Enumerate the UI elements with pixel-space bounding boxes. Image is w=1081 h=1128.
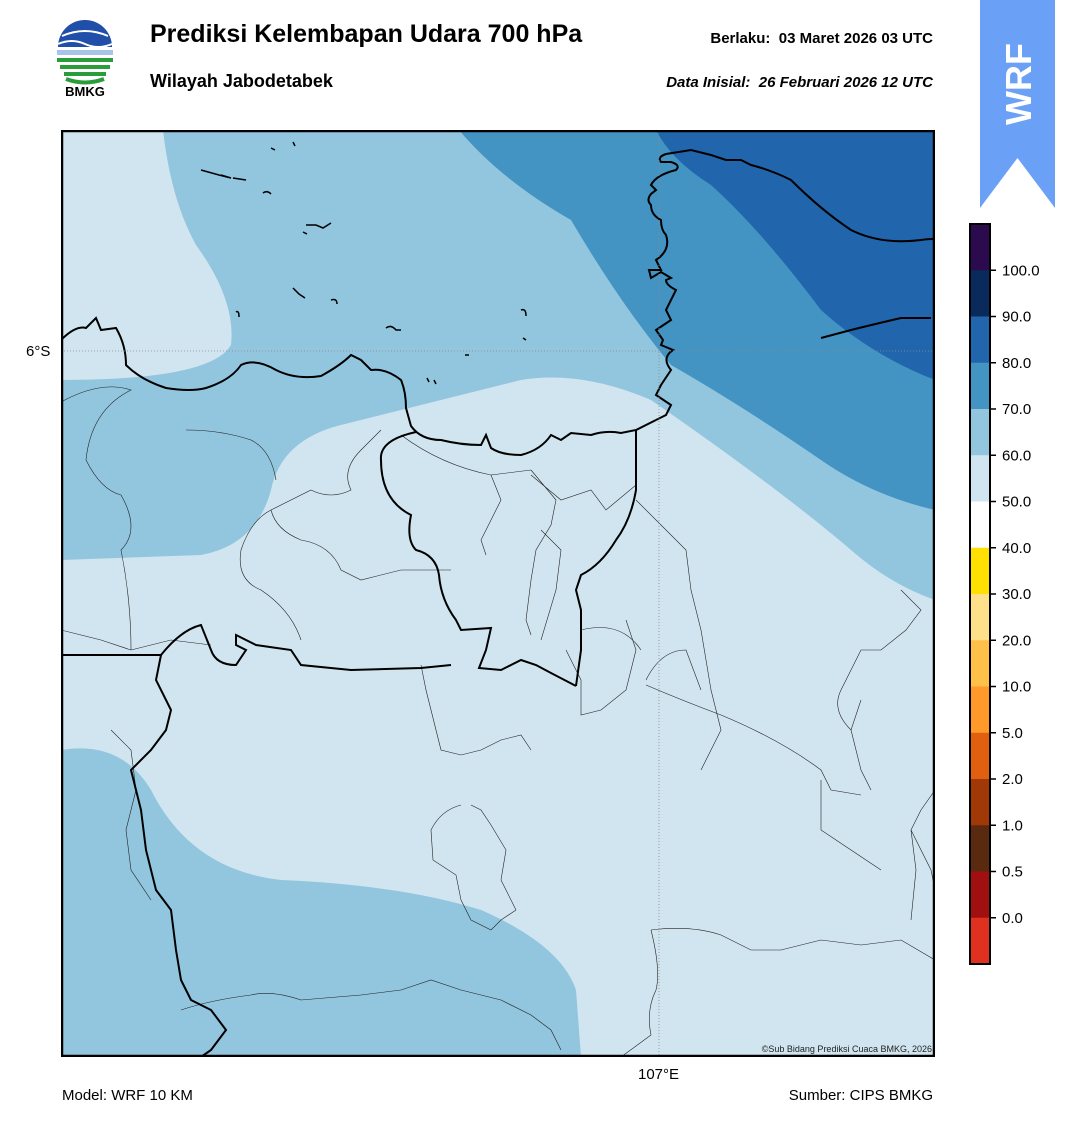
colorbar-swatch (970, 316, 990, 364)
colorbar-tick-label: 70.0 (1002, 401, 1031, 418)
valid-time: Berlaku: 03 Maret 2026 03 UTC (710, 30, 933, 47)
colorbar-tick-label: 2.0 (1002, 771, 1023, 788)
valid-time-label: Berlaku: (710, 30, 771, 47)
map-credit: ©Sub Bidang Prediksi Cuaca BMKG, 2026 (761, 1044, 932, 1054)
longitude-label: 107°E (638, 1066, 680, 1083)
province-boundaries (61, 430, 637, 1057)
colorbar-swatch (970, 917, 990, 965)
regency-boundaries (61, 386, 935, 1057)
colorbar-tick-label: 20.0 (1002, 632, 1031, 649)
colorbar-swatch (970, 270, 990, 317)
colorbar-ticks: 100.0 90.0 80.0 70.0 60.0 50.0 40.0 30.0 20.0 10.… (990, 262, 1040, 927)
colorbar-tick-label: 80.0 (1002, 355, 1031, 372)
colorbar-tick-label: 0.0 (1002, 910, 1023, 927)
colorbar-swatch (970, 686, 990, 734)
colorbar-tick-label: 0.5 (1002, 864, 1023, 881)
wrf-badge-text: WRF (998, 43, 1039, 125)
colorbar-tick-label: 60.0 (1002, 447, 1031, 464)
islands (200, 141, 527, 385)
page-subtitle: Wilayah Jabodetabek (150, 71, 333, 91)
bmkg-logo-icon (57, 20, 113, 85)
init-time-value: 26 Februari 2026 12 UTC (758, 74, 933, 91)
colorbar-tick-label: 40.0 (1002, 540, 1031, 557)
colorbar-swatch (970, 594, 990, 641)
colorbar-swatch (970, 547, 990, 595)
source-label: Sumber: CIPS BMKG (788, 1087, 933, 1104)
contour-60-70-southwest (61, 748, 581, 1057)
colorbar-tick-label: 30.0 (1002, 586, 1031, 603)
colorbar-tick-label: 100.0 (1002, 262, 1040, 279)
wrf-badge: WRF (980, 0, 1055, 208)
colorbar: 100.0 90.0 80.0 70.0 60.0 50.0 40.0 30.0 20.0 10.… (969, 223, 1040, 965)
colorbar-tick-label: 1.0 (1002, 817, 1023, 834)
colorbar-swatch (970, 732, 990, 780)
valid-time-value: 03 Maret 2026 03 UTC (778, 30, 933, 47)
colorbar-swatch (970, 871, 990, 919)
humidity-map (61, 130, 935, 1057)
colorbar-swatch (970, 224, 990, 271)
init-time-label: Data Inisial: (666, 74, 751, 91)
page-title: Prediksi Kelembapan Udara 700 hPa (150, 20, 583, 48)
coastline (61, 148, 935, 457)
colorbar-swatch (970, 455, 990, 502)
colorbar-swatch (970, 825, 990, 872)
logo-text: BMKG (65, 84, 105, 99)
colorbar-swatch (970, 362, 990, 410)
colorbar-tick-label: 10.0 (1002, 679, 1031, 696)
latitude-label: 6°S (26, 343, 51, 360)
colorbar-swatch (970, 501, 990, 549)
colorbar-tick-label: 90.0 (1002, 309, 1031, 326)
init-time: Data Inisial: 26 Februari 2026 12 UTC (666, 74, 933, 91)
colorbar-swatch (970, 779, 990, 826)
colorbar-swatch (970, 409, 990, 456)
colorbar-swatch (970, 640, 990, 687)
colorbar-swatches (970, 224, 990, 965)
colorbar-tick-label: 5.0 (1002, 725, 1023, 742)
map-frame (61, 130, 935, 1057)
colorbar-tick-label: 50.0 (1002, 494, 1031, 511)
contour-80-90 (656, 130, 935, 380)
model-label: Model: WRF 10 KM (62, 1087, 193, 1104)
